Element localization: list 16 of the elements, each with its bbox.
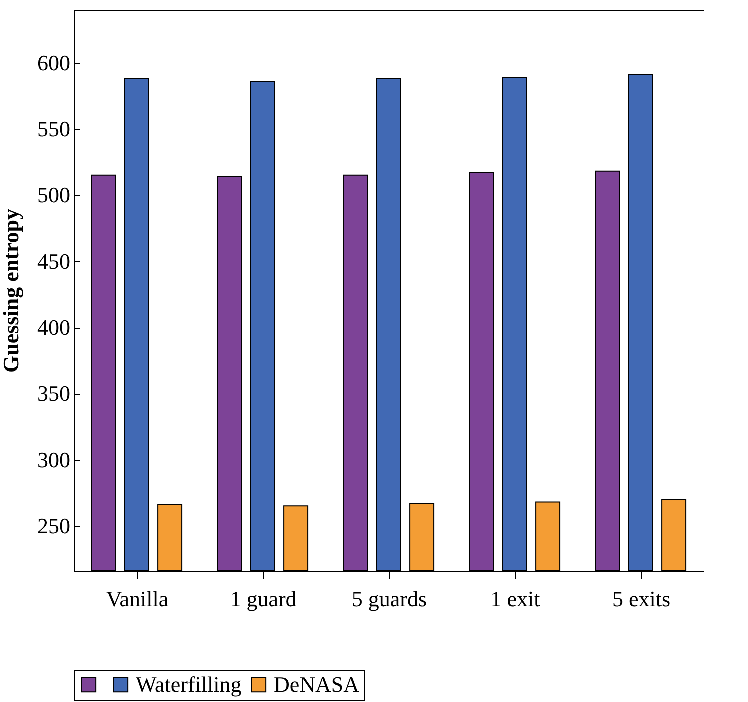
- y-tick-label: 600: [38, 50, 70, 76]
- y-tick-label: 500: [38, 182, 70, 208]
- y-axis-title: Guessing entropy: [0, 208, 24, 374]
- x-tick-label: 5 exits: [612, 586, 671, 612]
- y-tick-label: 250: [38, 514, 70, 539]
- x-tick-label: Vanilla: [106, 586, 169, 612]
- legend-label: Waterfilling: [136, 672, 242, 697]
- x-tick-label: 1 guard: [230, 586, 297, 612]
- y-tick-label: 450: [38, 248, 70, 274]
- y-tick-label: 550: [38, 116, 70, 142]
- x-tick-label: 1 exit: [490, 586, 540, 612]
- y-tick-label: 400: [38, 315, 70, 340]
- y-tick-label: 350: [38, 381, 70, 406]
- x-tick-label: 5 guards: [352, 586, 428, 612]
- legend-label: DeNASA: [274, 672, 360, 697]
- y-tick-label: 300: [38, 447, 70, 472]
